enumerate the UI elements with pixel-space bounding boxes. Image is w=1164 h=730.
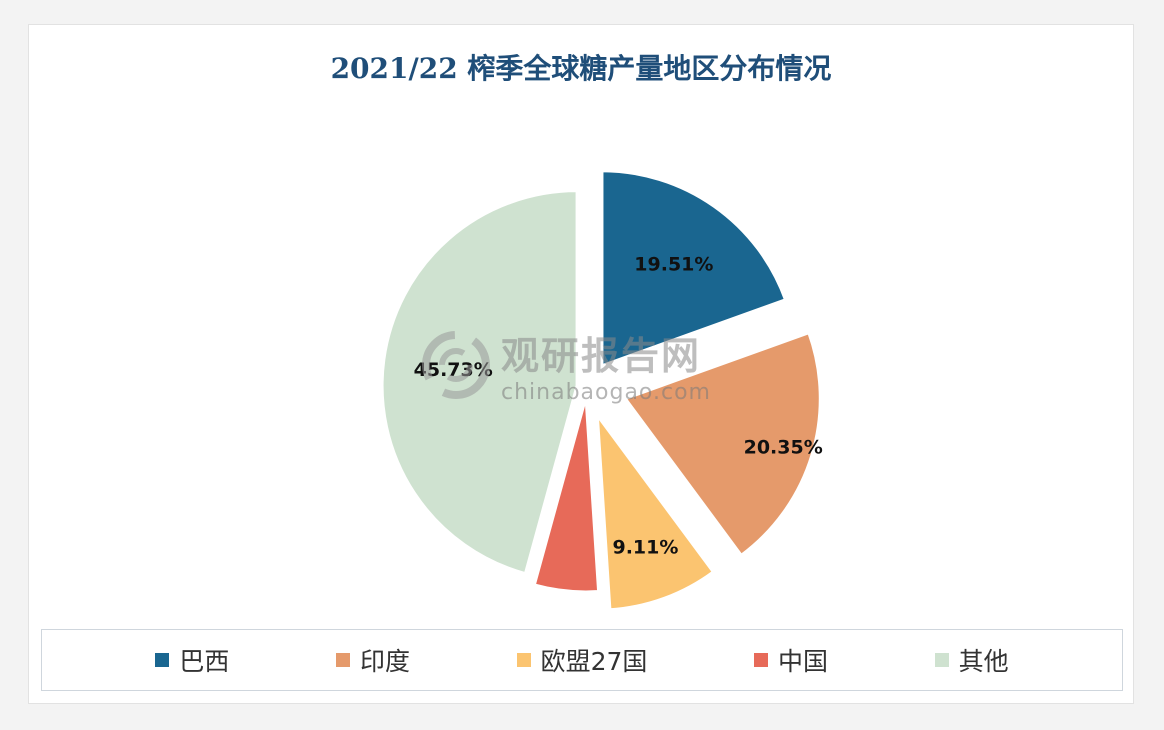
legend-label: 巴西 [179, 647, 230, 676]
legend-item-1: 印度 [335, 642, 410, 678]
legend-swatch [934, 653, 949, 667]
pie-label-4: 45.73% [414, 359, 493, 381]
pie-slice-1 [622, 330, 822, 558]
legend-item-4: 其他 [934, 642, 1009, 678]
pie-label-2: 9.11% [612, 537, 678, 559]
legend-item-2: 欧盟27国 [516, 642, 648, 678]
legend-item-3: 中国 [754, 642, 828, 678]
legend-swatch [155, 653, 170, 667]
chart-title: 2021/22 榨季全球糖产量地区分布情况 [330, 52, 832, 85]
pie-slice-2 [595, 410, 716, 612]
legend-label: 欧盟27国 [540, 647, 648, 676]
legend-label: 中国 [778, 647, 829, 676]
pie-label-1: 20.35% [744, 436, 823, 458]
pie-slice-0 [600, 169, 788, 368]
chart-legend: 巴西 印度 欧盟27国 中国 其他 [41, 629, 1123, 691]
legend-swatch [335, 653, 350, 667]
pie-label-0: 19.51% [634, 253, 713, 275]
legend-item-0: 巴西 [155, 642, 229, 678]
legend-swatch [754, 653, 769, 667]
legend-label: 其他 [958, 647, 1009, 676]
chart-card: 2021/22 榨季全球糖产量地区分布情况 19.51%20.35%9.11%5… [28, 24, 1134, 704]
pie-slice-4 [380, 189, 579, 576]
legend-label: 印度 [359, 647, 410, 676]
legend-swatch [516, 653, 531, 667]
pie-slice-3 [532, 396, 601, 594]
pie-chart: 19.51%20.35%9.11%5.30%45.73% [380, 169, 823, 612]
